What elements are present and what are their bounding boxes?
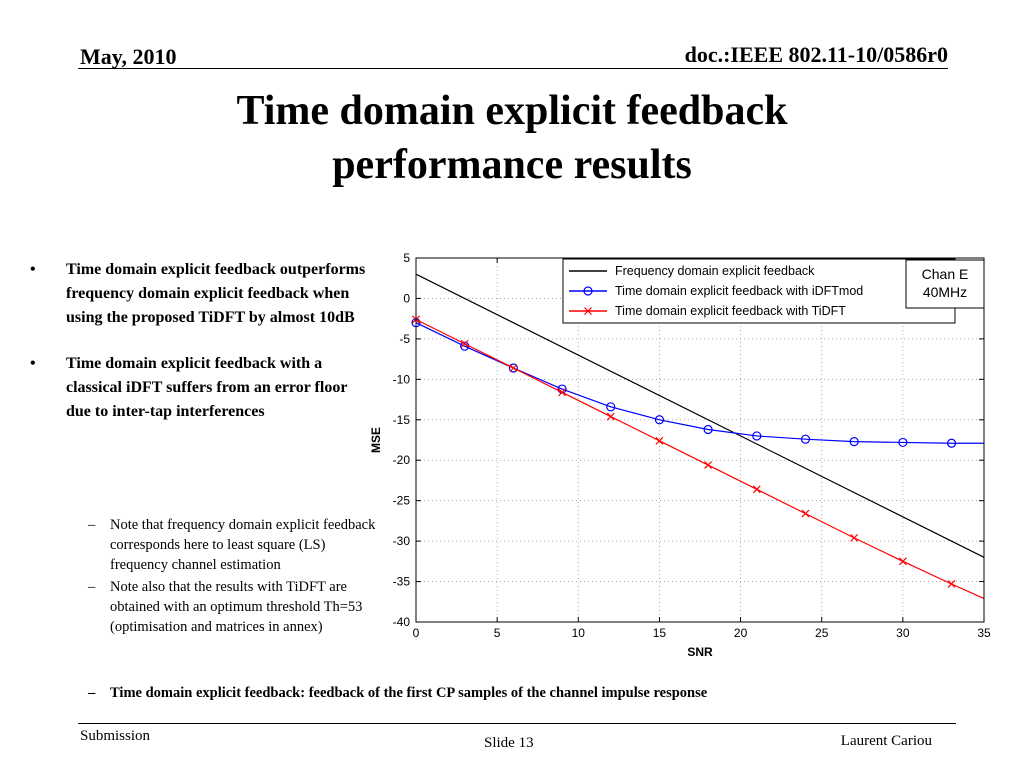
legend-entry: Frequency domain explicit feedback <box>615 264 815 278</box>
series-point-1 <box>898 437 908 448</box>
y-tick-label: -30 <box>393 534 411 548</box>
series-point-1 <box>946 438 957 448</box>
y-tick-label: 5 <box>403 251 410 265</box>
x-tick-label: 20 <box>734 626 748 640</box>
y-tick-label: -25 <box>393 494 411 508</box>
x-tick-label: 0 <box>413 626 420 640</box>
header-date: May, 2010 <box>80 44 177 69</box>
series-point-2 <box>947 580 956 588</box>
x-tick-label: 10 <box>572 626 586 640</box>
sub-bullet-list: – Note that frequency domain explicit fe… <box>88 515 378 639</box>
sub-bullet-marker: – <box>88 579 96 595</box>
series-point-1 <box>703 424 713 435</box>
series-point-1 <box>508 363 518 373</box>
x-tick-label: 25 <box>815 626 829 640</box>
sub-bullet-text: Note also that the results with TiDFT ar… <box>110 579 363 635</box>
bullet-text: Time domain explicit feedback outperform… <box>66 261 366 326</box>
y-tick-label: -20 <box>393 453 411 467</box>
sub-bullet-text: Note that frequency domain explicit feed… <box>110 517 376 573</box>
bullet-item: • Time domain explicit feedback with a c… <box>30 352 370 424</box>
series-point-1 <box>800 434 811 444</box>
series-line-0 <box>416 273 984 558</box>
mse-chart: 0 5 10 15 20 25 30 35 5 0 -5 -10 -15 -20 -25 -30 -35 -40 S… <box>369 251 991 659</box>
slide-title: Time domain explicit feedback performanc… <box>0 84 1024 192</box>
series-point-1 <box>849 437 859 447</box>
channel-annotation-text: 40MHz <box>923 284 967 300</box>
y-tick-label: -5 <box>399 332 410 346</box>
x-tick-label: 30 <box>896 626 910 640</box>
y-tick-label: -10 <box>393 372 411 386</box>
sub-bullet-item: – Note that frequency domain explicit fe… <box>88 515 378 575</box>
header-doc-id: doc.:IEEE 802.11-10/0586r0 <box>684 42 948 67</box>
x-tick-label: 15 <box>653 626 667 640</box>
header-rule <box>78 68 948 69</box>
y-tick-label: 0 <box>403 291 410 305</box>
feedback-definition: – Time domain explicit feedback: feedbac… <box>88 684 988 702</box>
x-tick-label: 35 <box>977 626 991 640</box>
footer-submission: Submission <box>80 728 151 744</box>
feedback-definition-text: Time domain explicit feedback: feedback … <box>110 685 708 701</box>
slide-title-line1: Time domain explicit feedback <box>236 88 788 134</box>
series-point-1 <box>606 402 616 412</box>
series-point-2 <box>752 485 761 494</box>
bullet-item: • Time domain explicit feedback outperfo… <box>30 258 370 330</box>
y-tick-label: -35 <box>393 575 411 589</box>
bullet-list: • Time domain explicit feedback outperfo… <box>30 258 370 446</box>
series-point-2 <box>509 364 518 372</box>
bullet-text: Time domain explicit feedback with a cla… <box>66 355 348 420</box>
series-point-2 <box>704 461 713 470</box>
x-tick-label: 5 <box>494 626 501 640</box>
series-point-2 <box>655 436 664 445</box>
series-point-2 <box>606 412 615 421</box>
series-point-2 <box>801 509 810 518</box>
legend-box <box>562 258 956 324</box>
series-point-2 <box>850 533 859 542</box>
legend-marker <box>584 307 592 315</box>
plot-frame <box>415 257 985 623</box>
series-point-1 <box>752 431 762 441</box>
sub-bullet-marker: – <box>88 685 96 701</box>
legend-entry: Time domain explicit feedback with TiDFT <box>615 304 846 318</box>
series-point-2 <box>898 557 907 566</box>
bullet-marker: • <box>30 261 36 278</box>
slide-title-line2: performance results <box>332 142 692 188</box>
footer-rule <box>78 723 956 724</box>
series-point-2 <box>460 339 469 348</box>
channel-annotation-text: Chan E <box>922 266 969 282</box>
legend-marker <box>583 286 593 296</box>
y-axis-label: MSE <box>369 427 383 453</box>
sub-bullet-item: – Note also that the results with TiDFT … <box>88 577 378 637</box>
y-tick-label: -40 <box>393 615 411 629</box>
bullet-marker: • <box>30 355 36 372</box>
sub-bullet-marker: – <box>88 517 96 533</box>
footer-author: Laurent Cariou <box>840 733 932 749</box>
footer-slide-number: Slide 13 <box>484 735 534 751</box>
series-point-1 <box>654 415 665 425</box>
y-tick-label: -15 <box>393 413 411 427</box>
series-point-2 <box>558 388 566 397</box>
channel-annotation-box <box>905 259 985 309</box>
x-axis-label: SNR <box>687 645 713 659</box>
legend-entry: Time domain explicit feedback with iDFTm… <box>615 284 863 298</box>
